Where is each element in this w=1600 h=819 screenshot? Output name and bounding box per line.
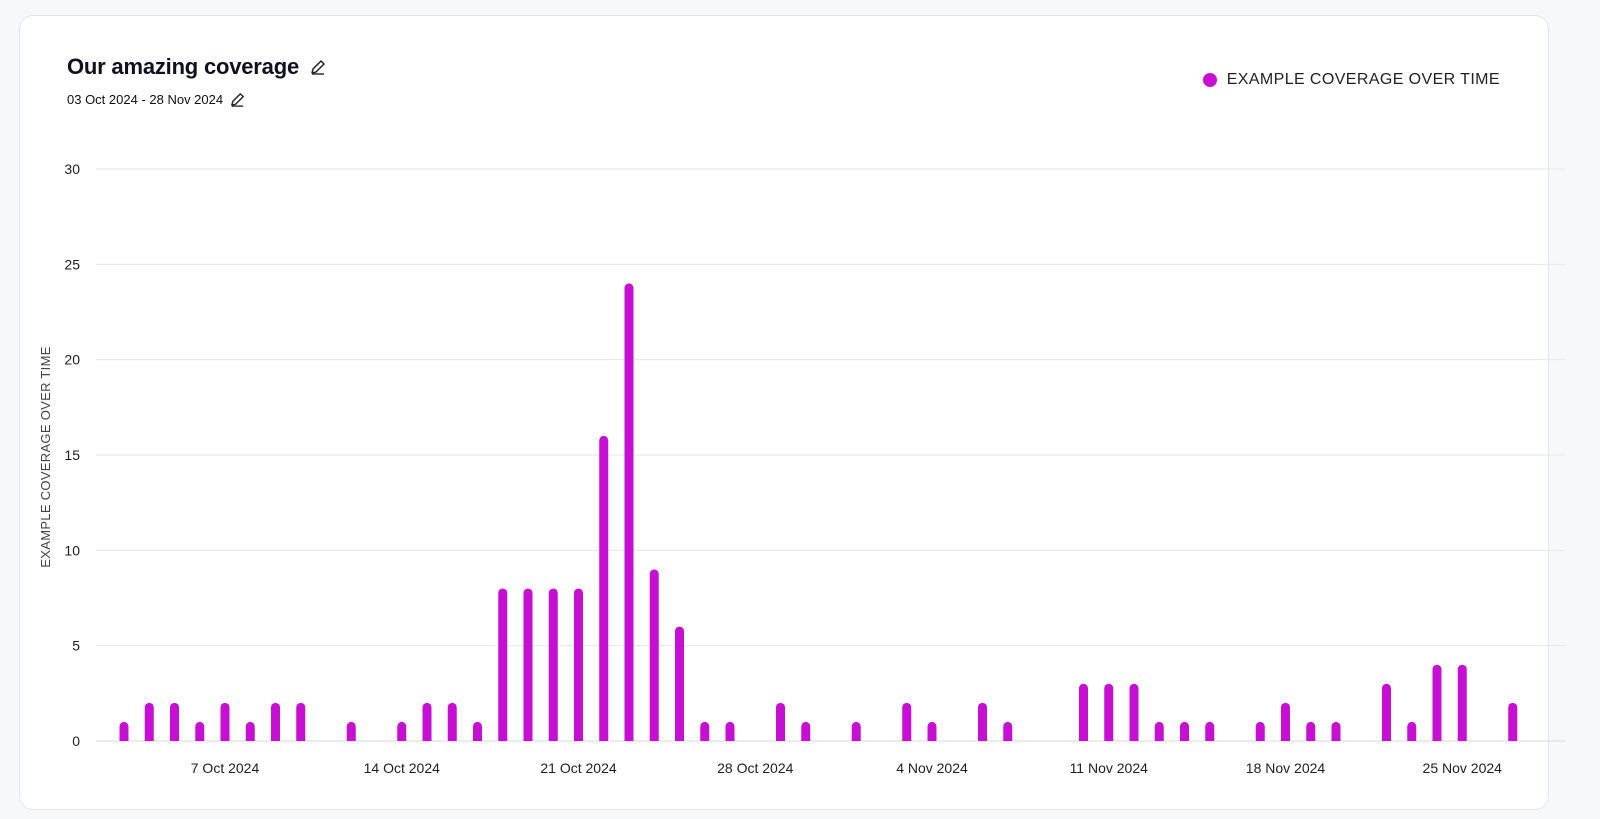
- bar[interactable]: [624, 283, 634, 741]
- bar[interactable]: [978, 702, 987, 741]
- bar[interactable]: [1432, 664, 1442, 741]
- pencil-icon[interactable]: [309, 58, 327, 76]
- bar[interactable]: [346, 721, 356, 741]
- bar[interactable]: [700, 721, 710, 741]
- date-range-subtitle: 03 Oct 2024 - 28 Nov 2024: [67, 92, 224, 107]
- bar[interactable]: [498, 588, 508, 741]
- bar[interactable]: [1003, 721, 1013, 741]
- bar[interactable]: [144, 702, 154, 741]
- bar[interactable]: [548, 588, 558, 741]
- bar[interactable]: [851, 721, 861, 741]
- bar[interactable]: [599, 435, 609, 741]
- bar[interactable]: [1104, 683, 1114, 741]
- y-axis-ticks: 0 5 10 15 20 25 30: [64, 161, 80, 749]
- y-tick-label: 30: [64, 161, 80, 177]
- x-tick-label: 25 Nov 2024: [1423, 760, 1503, 776]
- bar[interactable]: [1180, 721, 1189, 741]
- y-tick-label: 10: [64, 542, 80, 558]
- x-tick-label: 11 Nov 2024: [1070, 760, 1149, 776]
- bar[interactable]: [649, 569, 659, 741]
- bar[interactable]: [523, 588, 533, 741]
- bar[interactable]: [447, 702, 457, 741]
- bar[interactable]: [220, 702, 230, 741]
- y-tick-label: 0: [72, 733, 80, 749]
- bar[interactable]: [574, 588, 583, 741]
- legend-dot-icon: [1202, 73, 1217, 87]
- bar[interactable]: [1205, 721, 1215, 741]
- bar[interactable]: [271, 702, 280, 741]
- x-tick-label: 14 Oct 2024: [364, 760, 440, 776]
- x-tick-label: 7 Oct 2024: [191, 760, 260, 776]
- subtitle-row: 03 Oct 2024 - 28 Nov 2024: [67, 91, 246, 108]
- bar[interactable]: [170, 702, 179, 741]
- bar[interactable]: [1331, 721, 1341, 741]
- legend[interactable]: EXAMPLE COVERAGE OVER TIME: [1202, 71, 1500, 89]
- bar[interactable]: [1255, 721, 1265, 741]
- bar[interactable]: [1508, 702, 1518, 741]
- bar[interactable]: [397, 721, 407, 741]
- bar[interactable]: [1457, 664, 1467, 741]
- legend-label: EXAMPLE COVERAGE OVER TIME: [1226, 71, 1500, 88]
- bar[interactable]: [1306, 721, 1316, 741]
- bar[interactable]: [195, 721, 205, 741]
- x-axis-ticks: 7 Oct 2024 14 Oct 2024 21 Oct 2024 28 Oct 2…: [191, 760, 1502, 776]
- x-tick-label: 4 Nov 2024: [896, 760, 968, 776]
- bars: [119, 283, 1518, 741]
- bar[interactable]: [1154, 721, 1164, 741]
- bar[interactable]: [1129, 683, 1139, 741]
- bar[interactable]: [902, 702, 912, 741]
- bar[interactable]: [1079, 683, 1088, 741]
- y-tick-label: 5: [72, 638, 80, 654]
- bar[interactable]: [245, 721, 255, 741]
- bar[interactable]: [927, 721, 937, 741]
- bar[interactable]: [801, 721, 811, 741]
- x-tick-label: 18 Nov 2024: [1246, 760, 1326, 776]
- chart-card: Our amazing coverage 03 Oct 2024 - 28 No…: [19, 15, 1549, 810]
- bar[interactable]: [675, 626, 684, 741]
- bar[interactable]: [776, 702, 785, 741]
- y-tick-label: 25: [64, 256, 80, 272]
- y-axis-label: EXAMPLE COVERAGE OVER TIME: [38, 346, 53, 567]
- grid-lines: [96, 168, 1565, 742]
- bar[interactable]: [473, 721, 482, 741]
- bar[interactable]: [119, 721, 129, 741]
- pencil-icon[interactable]: [229, 91, 246, 108]
- y-tick-label: 15: [64, 447, 80, 463]
- bar[interactable]: [1281, 702, 1290, 741]
- bar[interactable]: [422, 702, 432, 741]
- bar[interactable]: [1382, 683, 1391, 741]
- bar[interactable]: [1407, 721, 1417, 741]
- x-tick-label: 21 Oct 2024: [540, 760, 616, 776]
- bar[interactable]: [725, 721, 735, 741]
- x-tick-label: 28 Oct 2024: [717, 760, 793, 776]
- bar[interactable]: [296, 702, 306, 741]
- y-tick-label: 20: [64, 352, 80, 368]
- title-row: Our amazing coverage: [67, 54, 327, 80]
- chart-title: Our amazing coverage: [67, 54, 299, 79]
